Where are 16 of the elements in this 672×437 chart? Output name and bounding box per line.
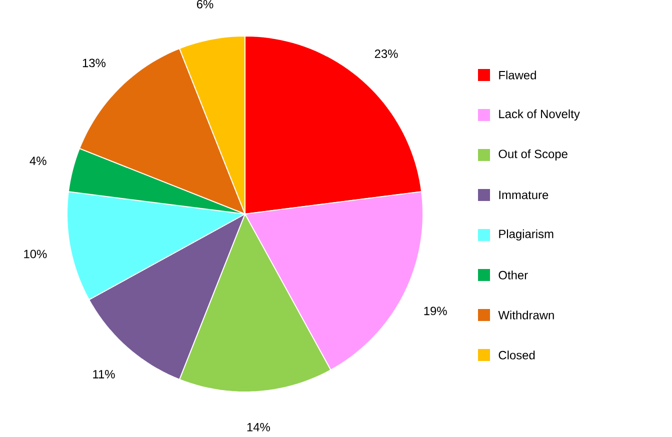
data-label: 19% bbox=[424, 306, 447, 316]
data-label: 23% bbox=[374, 50, 398, 58]
data-label: 4% bbox=[30, 156, 46, 166]
legend-label: Lack of Novelty bbox=[499, 109, 580, 121]
legend-label: Flawed bbox=[499, 70, 536, 80]
data-label: 11% bbox=[93, 370, 115, 378]
legend-label: Plagiarism bbox=[499, 229, 554, 241]
data-label: 6% bbox=[196, 0, 214, 8]
data-label: 10% bbox=[24, 250, 47, 258]
legend-label: Out of Scope bbox=[498, 149, 568, 161]
data-label: 13% bbox=[82, 58, 106, 68]
legend-label: Closed bbox=[498, 350, 535, 360]
legend-label: Withdrawn bbox=[498, 310, 554, 320]
data-label: 14% bbox=[247, 422, 270, 432]
legend-label: Immature bbox=[499, 190, 548, 200]
legend-label: Other bbox=[498, 270, 528, 280]
